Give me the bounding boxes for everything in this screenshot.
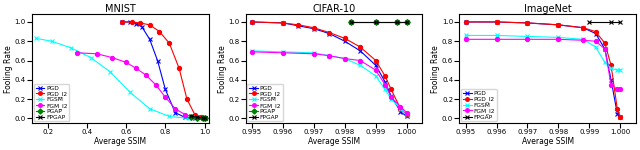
Title: CIFAR-10: CIFAR-10 — [312, 4, 356, 14]
X-axis label: Average SSIM: Average SSIM — [94, 137, 147, 146]
Legend: PGD, PGD_l2, FGSM, FGM_l2, PGAP, FPGAP: PGD, PGD_l2, FGSM, FGM_l2, PGAP, FPGAP — [248, 84, 283, 122]
Title: MNIST: MNIST — [105, 4, 136, 14]
Title: ImageNet: ImageNet — [524, 4, 572, 14]
X-axis label: Average SSIM: Average SSIM — [522, 137, 573, 146]
Legend: PGD, PGD_l2, FGSM, FGM_l2, FPGAP: PGD, PGD_l2, FGSM, FGM_l2, FPGAP — [461, 89, 497, 122]
Y-axis label: Fooling Rate: Fooling Rate — [431, 45, 440, 93]
X-axis label: Average SSIM: Average SSIM — [308, 137, 360, 146]
Legend: PGD, PGD_l2, FGSM, FGM_l2, PGAP, FPGAP: PGD, PGD_l2, FGSM, FGM_l2, PGAP, FPGAP — [34, 84, 69, 122]
Y-axis label: Fooling Rate: Fooling Rate — [4, 45, 13, 93]
Y-axis label: Fooling Rate: Fooling Rate — [218, 45, 227, 93]
